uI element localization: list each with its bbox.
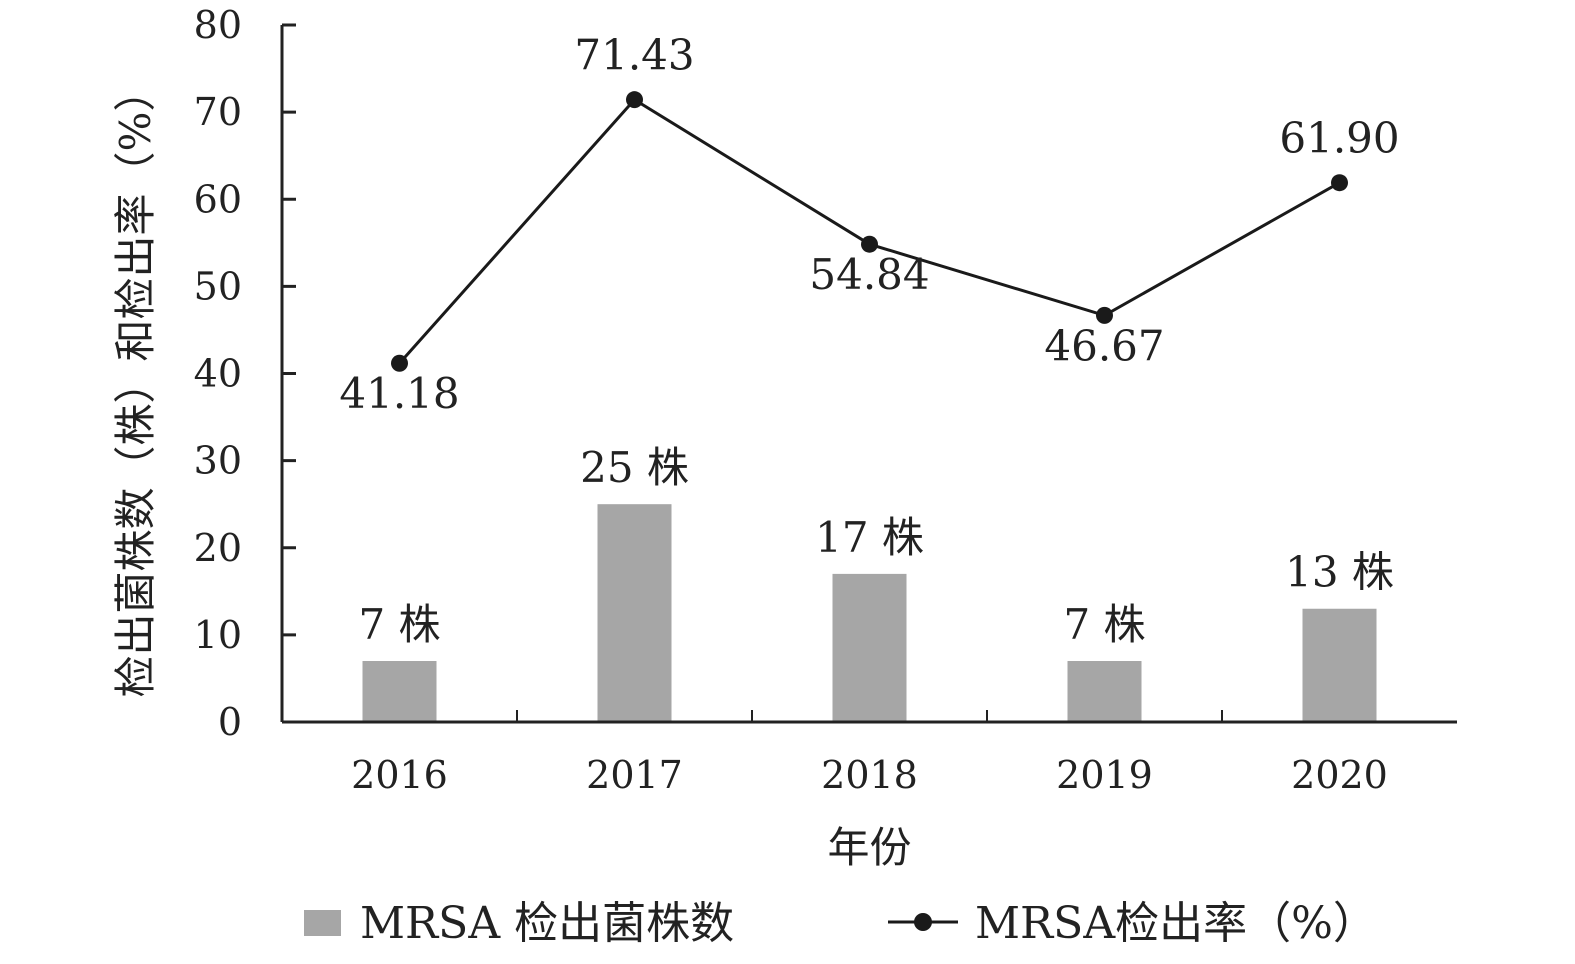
bar [1067,661,1142,722]
x-tick-label: 2016 [351,753,448,797]
rate-point [1331,174,1348,192]
rate-point [626,91,643,109]
y-tick-label: 20 [194,526,242,570]
bar-series [362,504,1377,722]
line-value-label: 61.90 [1279,114,1399,163]
y-ticks: 0 10 20 30 40 50 60 70 80 [194,3,296,744]
bar-value-label: 13 株 [1285,548,1394,597]
bar-value-label: 7 株 [1063,600,1145,649]
y-tick-label: 30 [194,439,242,483]
x-tick-label: 2017 [586,753,683,797]
y-axis-title: 检出菌株数（株）和检出率（%） [111,70,160,698]
y-tick-label: 80 [194,3,242,47]
x-tick-label: 2018 [821,753,918,797]
bar [1302,608,1377,722]
line-value-label: 41.18 [339,369,459,418]
legend-bar-label: MRSA 检出菌株数 [360,898,734,949]
legend-line-marker [914,913,932,931]
line-value-label: 46.67 [1044,321,1164,370]
line-value-label: 54.84 [809,250,929,299]
y-tick-label: 10 [194,613,242,657]
y-tick-label: 60 [194,177,242,221]
line-value-label: 71.43 [574,31,694,80]
rate-point [1096,306,1113,324]
y-tick-label: 0 [218,700,242,744]
bar-value-label: 25 株 [580,443,689,492]
legend-bar-swatch [304,910,341,936]
y-tick-label: 50 [194,264,242,308]
bar [597,504,672,722]
bar-value-label: 7 株 [358,600,440,649]
legend: MRSA 检出菌株数 MRSA检出率（%） [304,898,1377,949]
bar [832,573,907,722]
bar-value-label: 17 株 [815,513,924,562]
rate-point [861,235,878,253]
bar [362,661,437,722]
x-tick-label: 2020 [1291,753,1388,797]
line-series [391,91,1348,372]
legend-line-label: MRSA检出率（%） [975,898,1377,949]
x-tick-label: 2019 [1056,753,1153,797]
data-labels: 7 株 25 株 17 株 7 株 13 株 41.18 71.43 54.84 46.67 61… [339,31,1399,649]
x-ticks: 2016 2017 2018 2019 2020 [351,710,1388,797]
x-axis-title: 年份 [827,823,911,872]
y-tick-label: 40 [194,352,242,396]
y-tick-label: 70 [194,90,242,134]
rate-line [398,97,1341,365]
rate-point [391,354,408,372]
